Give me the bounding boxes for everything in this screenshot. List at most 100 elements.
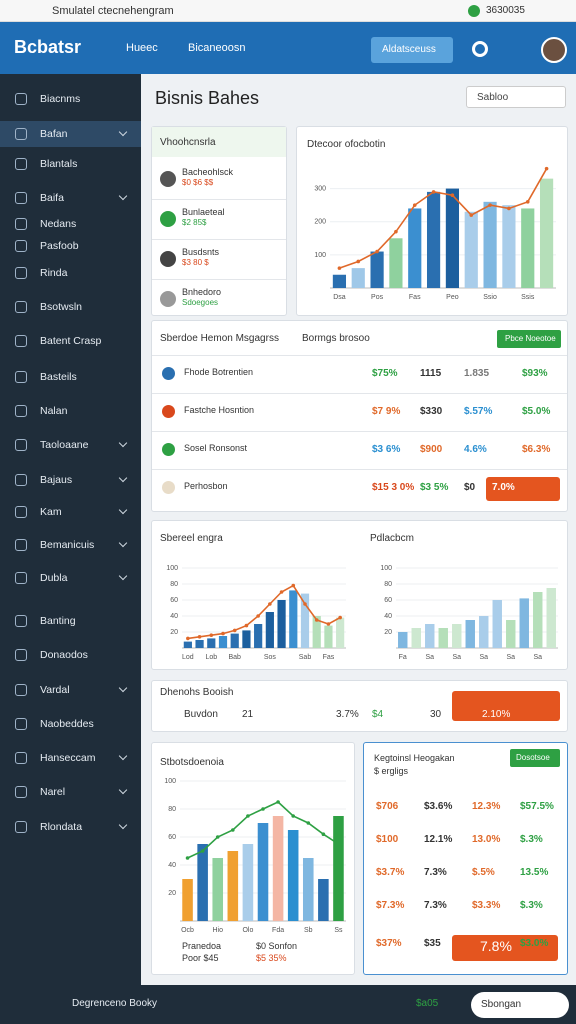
avatar[interactable] — [541, 37, 567, 63]
table-button[interactable]: Dosotsoe — [510, 749, 560, 767]
point — [303, 602, 307, 606]
bar — [492, 600, 502, 648]
row-divider — [152, 469, 567, 470]
point — [232, 628, 237, 633]
sidebar-item[interactable]: Nedans — [40, 218, 77, 230]
sidebar-item[interactable]: Bafan — [40, 128, 68, 140]
x-tick-label: Sa — [479, 654, 488, 661]
bar — [408, 208, 422, 288]
sidebar-item[interactable]: Donaodos — [40, 649, 88, 661]
x-tick-label: Lod — [182, 654, 194, 661]
table-button[interactable]: Pbce Noeotoe — [497, 330, 561, 348]
row-cell: 7.0% — [492, 482, 515, 493]
sidebar-item[interactable]: Batent Crasp — [40, 335, 102, 347]
x-tick-label: Pos — [371, 294, 384, 301]
row-cell: 4.6% — [464, 444, 487, 455]
y-tick-label: 60 — [170, 597, 178, 604]
nav-item[interactable]: Bicaneoosn — [188, 42, 246, 54]
bar — [257, 823, 269, 921]
x-tick-label: Sb — [304, 927, 313, 934]
sidebar-icon — [15, 718, 27, 730]
bar — [479, 616, 489, 648]
sidebar-item[interactable]: Biacnms — [40, 93, 81, 105]
sidebar-item[interactable]: Rinda — [40, 267, 68, 279]
chart-footer-text: Pranedoa — [182, 941, 222, 951]
sidebar-item[interactable]: Bemanicuis — [40, 539, 95, 551]
sidebar-item[interactable]: Rlondata — [40, 821, 83, 833]
sidebar-item[interactable]: Bsotwsln — [40, 301, 83, 313]
sidebar-icon — [15, 474, 27, 486]
point — [291, 583, 296, 588]
list-head — [152, 127, 286, 157]
x-tick-label: Ssis — [521, 294, 535, 301]
sidebar-icon — [15, 506, 27, 518]
point — [321, 832, 326, 836]
sidebar-item[interactable]: Hanseccam — [40, 752, 96, 764]
sidebar-icon — [15, 821, 27, 833]
point — [336, 842, 341, 846]
sidebar-item[interactable]: Blantals — [40, 158, 78, 170]
dropdown[interactable]: Sabloo — [466, 86, 566, 108]
chart-footer-text: $0 Sonfon — [256, 941, 298, 951]
sidebar-item[interactable]: Bajaus — [40, 474, 73, 486]
x-tick-label: Sos — [264, 654, 277, 661]
sidebar-item[interactable]: Kam — [40, 506, 62, 518]
sidebar-item[interactable]: Naobeddes — [40, 718, 94, 730]
nav-item[interactable]: Hueec — [126, 42, 158, 54]
y-tick-label: 60 — [168, 834, 176, 841]
sidebar-icon — [15, 615, 27, 627]
sidebar-item[interactable]: Narel — [40, 786, 66, 798]
divider — [152, 279, 286, 280]
cell: 7.3% — [424, 900, 447, 911]
sidebar-item[interactable]: Nalan — [40, 405, 68, 417]
bar — [272, 816, 284, 921]
sidebar-item[interactable]: Pasfoob — [40, 240, 79, 252]
strip-title: Dhenohs Booish — [160, 687, 234, 698]
x-tick-label: Ocb — [181, 927, 194, 934]
sidebar-item[interactable]: Basteils — [40, 371, 77, 383]
sidebar-item[interactable]: Dubla — [40, 572, 68, 584]
header-button[interactable]: Aldatsceuss — [371, 37, 453, 63]
point — [256, 614, 260, 618]
x-tick-label: Sa — [452, 654, 461, 661]
sidebar-item[interactable]: Taoloaane — [40, 439, 89, 451]
cell: $7.3% — [376, 900, 405, 911]
cell: 13.5% — [520, 867, 549, 878]
cell: $37% — [376, 938, 402, 949]
list-avatar — [160, 171, 176, 187]
badge — [486, 477, 560, 501]
bar — [546, 588, 556, 648]
point — [197, 635, 202, 639]
bar — [287, 830, 299, 921]
point — [450, 193, 455, 197]
bar — [483, 201, 497, 288]
sidebar-item[interactable]: Vardal — [40, 684, 70, 696]
point — [431, 190, 436, 194]
list-item-name: Bacheohlsck — [182, 167, 234, 177]
status-dot — [468, 5, 480, 17]
row-name: Perhosbon — [184, 481, 228, 491]
sidebar-icon — [15, 572, 27, 584]
dropdown-label: Sabloo — [477, 92, 509, 103]
y-tick-label: 60 — [384, 597, 392, 604]
row-divider — [152, 393, 567, 394]
list-title: Vhoohcnsrla — [160, 137, 216, 148]
footer-button[interactable]: Sbongan — [471, 992, 569, 1018]
cell: $100 — [376, 834, 399, 845]
chart: 100 200 300 Dsa Pos Fas Peo Ssio Ssis — [314, 166, 556, 301]
sidebar-item[interactable]: Baifa — [40, 192, 64, 204]
cell: $.5% — [472, 867, 495, 878]
status-time: 3630035 — [486, 5, 525, 16]
strip-cell: 21 — [242, 709, 254, 720]
bar — [218, 636, 228, 648]
row-cell: $15 3 0% — [372, 482, 415, 493]
cell: $3.0% — [520, 938, 549, 949]
point — [185, 856, 190, 860]
row-divider — [152, 355, 567, 356]
sidebar-item[interactable]: Banting — [40, 615, 76, 627]
search-icon[interactable] — [472, 41, 488, 57]
point — [337, 266, 342, 270]
bar — [389, 238, 403, 288]
sidebar-icon — [15, 684, 27, 696]
list-card: Vhoohcnsrla Bacheohlsck $0 $6 $$ Bunlaeteal… — [151, 126, 287, 316]
